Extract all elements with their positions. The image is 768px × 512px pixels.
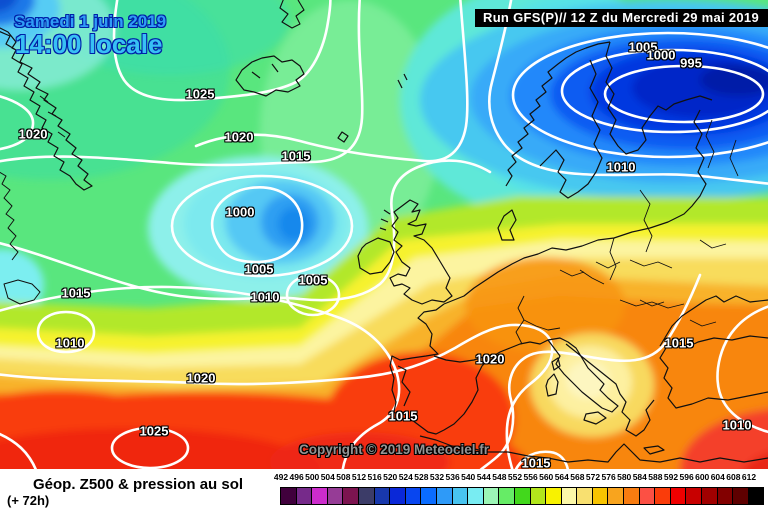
contour-label: 1000 (646, 47, 676, 63)
contour-label: 1015 (281, 148, 311, 164)
legend-cell (357, 487, 375, 505)
forecast-offset: (+ 72h) (7, 493, 50, 508)
legend-value: 564 (554, 472, 569, 482)
contour-label: 1010 (55, 335, 85, 351)
legend-cell (591, 487, 609, 505)
legend-value: 528 (414, 472, 429, 482)
legend-cell (529, 487, 547, 505)
legend-cell (451, 487, 469, 505)
legend: 492 496 500 504 508 512 516 520 524 528 532 536 540 5… (274, 472, 768, 512)
legend-cell (389, 487, 406, 505)
contour-label: 1020 (224, 129, 254, 145)
legend-cell (311, 487, 328, 505)
legend-cell (545, 487, 562, 505)
contour-label: 995 (680, 55, 702, 71)
legend-cell (747, 487, 765, 505)
legend-cell (513, 487, 531, 505)
legend-cell (467, 487, 484, 505)
legend-cell (654, 487, 671, 505)
legend-value: 584 (632, 472, 647, 482)
legend-value: 596 (679, 472, 694, 482)
contour-label: 1025 (185, 86, 215, 102)
legend-value: 512 (351, 472, 367, 482)
legend-cell (669, 487, 687, 505)
legend-value: 496 (289, 472, 304, 482)
legend-value: 588 (648, 472, 663, 482)
legend-value: 516 (367, 472, 382, 482)
contour-label: 1015 (388, 408, 418, 424)
coastlines (0, 0, 768, 463)
footer-panel: Géop. Z500 & pression au sol (+ 72h) 492… (0, 469, 768, 512)
legend-cell (482, 487, 500, 505)
contour-label: 1005 (628, 39, 658, 55)
copyright-label: Copyright © 2019 Meteociel.fr (299, 442, 489, 457)
contour-label: 1005 (244, 261, 274, 277)
legend-cell (701, 487, 718, 505)
legend-value: 556 (523, 472, 538, 482)
contour-label: 1010 (722, 417, 752, 433)
legend-value: 560 (539, 472, 554, 482)
legend-value: 536 (445, 472, 460, 482)
legend-value: 548 (492, 472, 507, 482)
legend-value: 540 (461, 472, 476, 482)
legend-cell (623, 487, 640, 505)
legend-value: 500 (305, 472, 320, 482)
contour-label: 1020 (475, 351, 505, 367)
contour-label: 1010 (606, 159, 636, 175)
legend-value: 604 (710, 472, 725, 482)
map-svg (0, 0, 768, 470)
legend-value: 572 (585, 472, 601, 482)
date-label: Samedi 1 juin 2019 (14, 12, 167, 31)
contour-label: 1010 (250, 289, 280, 305)
legend-cell (326, 487, 344, 505)
legend-value: 508 (336, 472, 351, 482)
legend-value: 612 (741, 472, 757, 482)
contour-label: 1015 (664, 335, 694, 351)
contour-label: 1015 (521, 455, 551, 471)
legend-value: 552 (507, 472, 523, 482)
legend-value: 580 (617, 472, 632, 482)
legend-value: 520 (383, 472, 398, 482)
contour-label: 1025 (139, 423, 169, 439)
legend-cell (732, 487, 749, 505)
map-title: Géop. Z500 & pression au sol (33, 476, 244, 493)
run-info-box: Run GFS(P)// 12 Z du Mercredi 29 mai 201… (475, 9, 768, 27)
map-canvas: 1020 1025 1020 1015 1005 1000 995 1010 1000 1005 1… (0, 0, 768, 471)
legend-value: 544 (476, 472, 491, 482)
contour-lines (0, 0, 768, 470)
legend-value: 576 (601, 472, 616, 482)
contour-label: 1015 (61, 285, 91, 301)
legend-cell (404, 487, 422, 505)
legend-cell (342, 487, 359, 505)
legend-cell (420, 487, 437, 505)
legend-cell (716, 487, 734, 505)
legend-value: 524 (398, 472, 413, 482)
legend-value: 592 (663, 472, 679, 482)
legend-cell (638, 487, 656, 505)
legend-cell (373, 487, 391, 505)
legend-value: 532 (429, 472, 445, 482)
legend-cell (576, 487, 593, 505)
contour-label: 1000 (225, 204, 255, 220)
legend-value: 600 (695, 472, 710, 482)
legend-cell (607, 487, 625, 505)
time-label: 14:00 locale (15, 29, 163, 59)
legend-value: 568 (570, 472, 585, 482)
legend-value: 608 (726, 472, 741, 482)
legend-cell (560, 487, 578, 505)
contour-label: 1020 (186, 370, 216, 386)
legend-cell (498, 487, 515, 505)
legend-cell (295, 487, 313, 505)
legend-cell (435, 487, 453, 505)
contour-label: 1005 (298, 272, 328, 288)
legend-cell (280, 487, 297, 505)
legend-bar (280, 487, 765, 505)
legend-cell (685, 487, 703, 505)
legend-value: 504 (320, 472, 335, 482)
contour-label: 1020 (18, 126, 48, 142)
legend-value: 492 (273, 472, 289, 482)
color-field (0, 0, 768, 470)
